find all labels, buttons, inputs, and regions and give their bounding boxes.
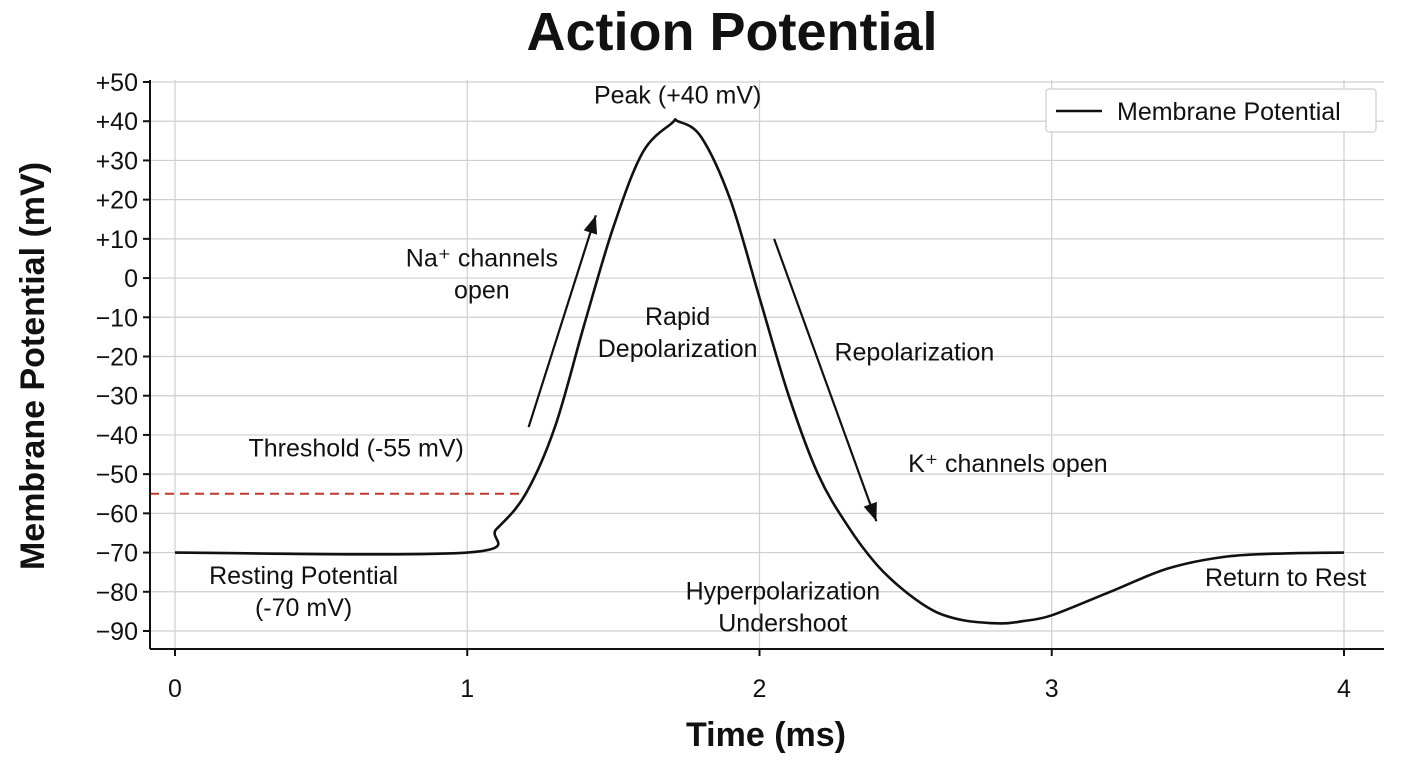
annotation-label: Hyperpolarization xyxy=(686,578,881,606)
annotation-arrow xyxy=(527,214,597,428)
legend: Membrane Potential xyxy=(1045,88,1377,133)
y-tick-label: −20 xyxy=(96,344,138,372)
grid-layer xyxy=(150,80,1384,649)
x-tick-label: 3 xyxy=(1045,675,1059,703)
y-tick-label: −30 xyxy=(96,383,138,411)
legend-box xyxy=(1045,88,1377,133)
annotation-label: open xyxy=(454,276,510,304)
arrow-head xyxy=(863,501,877,522)
y-tick-label: −50 xyxy=(96,461,138,489)
y-tick-label: −90 xyxy=(96,618,138,646)
x-tick-label: 0 xyxy=(168,675,182,703)
y-tick-label: 0 xyxy=(124,265,138,293)
annotation-arrow xyxy=(773,238,878,522)
ticks-layer: +50 +40 +30 +20 +10 0 −10 −20 −30 −40 −50 −60 −70 −80… xyxy=(96,69,1351,703)
annotation-label: Rapid xyxy=(645,303,710,331)
y-tick-label: −40 xyxy=(96,422,138,450)
annotation-label: K⁺ channels open xyxy=(908,450,1107,478)
annotation-label: Resting Potential xyxy=(209,562,398,590)
annotation-label: Threshold (-55 mV) xyxy=(249,434,464,462)
chart-title: Action Potential xyxy=(526,2,937,62)
y-tick-label: −60 xyxy=(96,500,138,528)
annotation-label: Peak (+40 mV) xyxy=(594,82,761,110)
axes-layer xyxy=(149,80,1384,650)
y-tick-label: −70 xyxy=(96,540,138,568)
y-tick-label: −10 xyxy=(96,304,138,332)
annotation-label: Undershoot xyxy=(718,610,847,638)
y-tick-label: +50 xyxy=(96,69,138,97)
annotation-layer: Peak (+40 mV) Na⁺ channels open Rapid Depola… xyxy=(209,82,1366,638)
y-tick-label: +40 xyxy=(96,108,138,136)
annotation-label: (-70 mV) xyxy=(255,594,352,622)
annotation-label: Repolarization xyxy=(834,338,994,366)
series-layer xyxy=(174,118,1345,625)
x-tick-label: 1 xyxy=(460,675,474,703)
arrow-layer xyxy=(527,214,878,522)
series-line-membrane-potential xyxy=(174,118,1345,625)
y-axis-label: Membrane Potential (mV) xyxy=(14,162,52,570)
y-tick-label: +10 xyxy=(96,226,138,254)
x-tick-label: 4 xyxy=(1337,675,1351,703)
annotation-label: Depolarization xyxy=(598,335,758,363)
x-tick-label: 2 xyxy=(753,675,767,703)
annotation-label: Return to Rest xyxy=(1205,564,1366,592)
legend-label: Membrane Potential xyxy=(1117,98,1341,126)
y-tick-label: +30 xyxy=(96,147,138,175)
y-tick-label: +20 xyxy=(96,187,138,215)
annotation-label: Na⁺ channels xyxy=(406,244,558,272)
x-axis-label: Time (ms) xyxy=(686,716,846,754)
arrow-head xyxy=(583,215,598,235)
y-tick-label: −80 xyxy=(96,579,138,607)
